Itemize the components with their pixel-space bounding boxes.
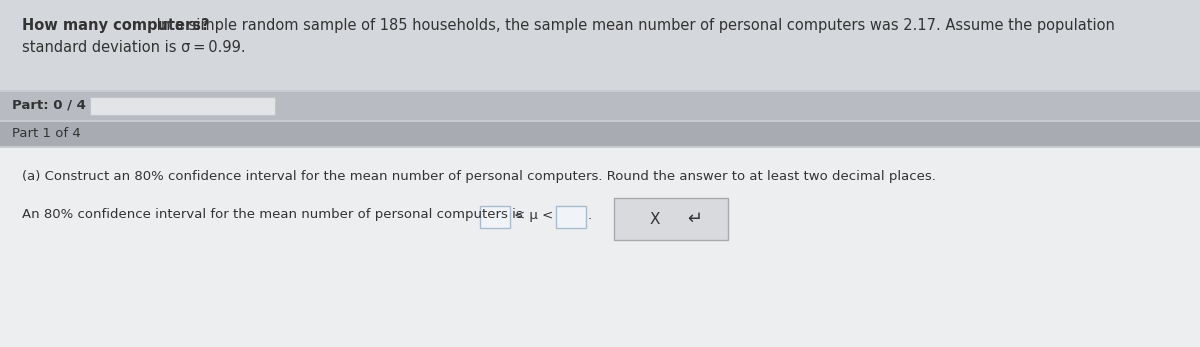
FancyBboxPatch shape	[0, 122, 1200, 146]
Text: (a) Construct an 80% confidence interval for the mean number of personal compute: (a) Construct an 80% confidence interval…	[22, 170, 936, 183]
Text: standard deviation is σ = 0.99.: standard deviation is σ = 0.99.	[22, 40, 246, 55]
FancyBboxPatch shape	[0, 92, 1200, 120]
Text: .: .	[588, 209, 592, 222]
FancyBboxPatch shape	[614, 198, 728, 240]
Text: In a simple random sample of 185 households, the sample mean number of personal : In a simple random sample of 185 househo…	[152, 18, 1115, 33]
FancyBboxPatch shape	[0, 148, 1200, 347]
Text: Part: 0 / 4: Part: 0 / 4	[12, 98, 86, 111]
Text: How many computers?: How many computers?	[22, 18, 210, 33]
Text: ↵: ↵	[688, 210, 703, 228]
Text: < μ <: < μ <	[514, 209, 553, 222]
FancyBboxPatch shape	[480, 206, 510, 228]
FancyBboxPatch shape	[556, 206, 586, 228]
Text: An 80% confidence interval for the mean number of personal computers is: An 80% confidence interval for the mean …	[22, 208, 523, 221]
FancyBboxPatch shape	[0, 0, 1200, 90]
Text: X: X	[649, 212, 660, 227]
FancyBboxPatch shape	[90, 97, 275, 115]
Text: Part 1 of 4: Part 1 of 4	[12, 127, 80, 140]
